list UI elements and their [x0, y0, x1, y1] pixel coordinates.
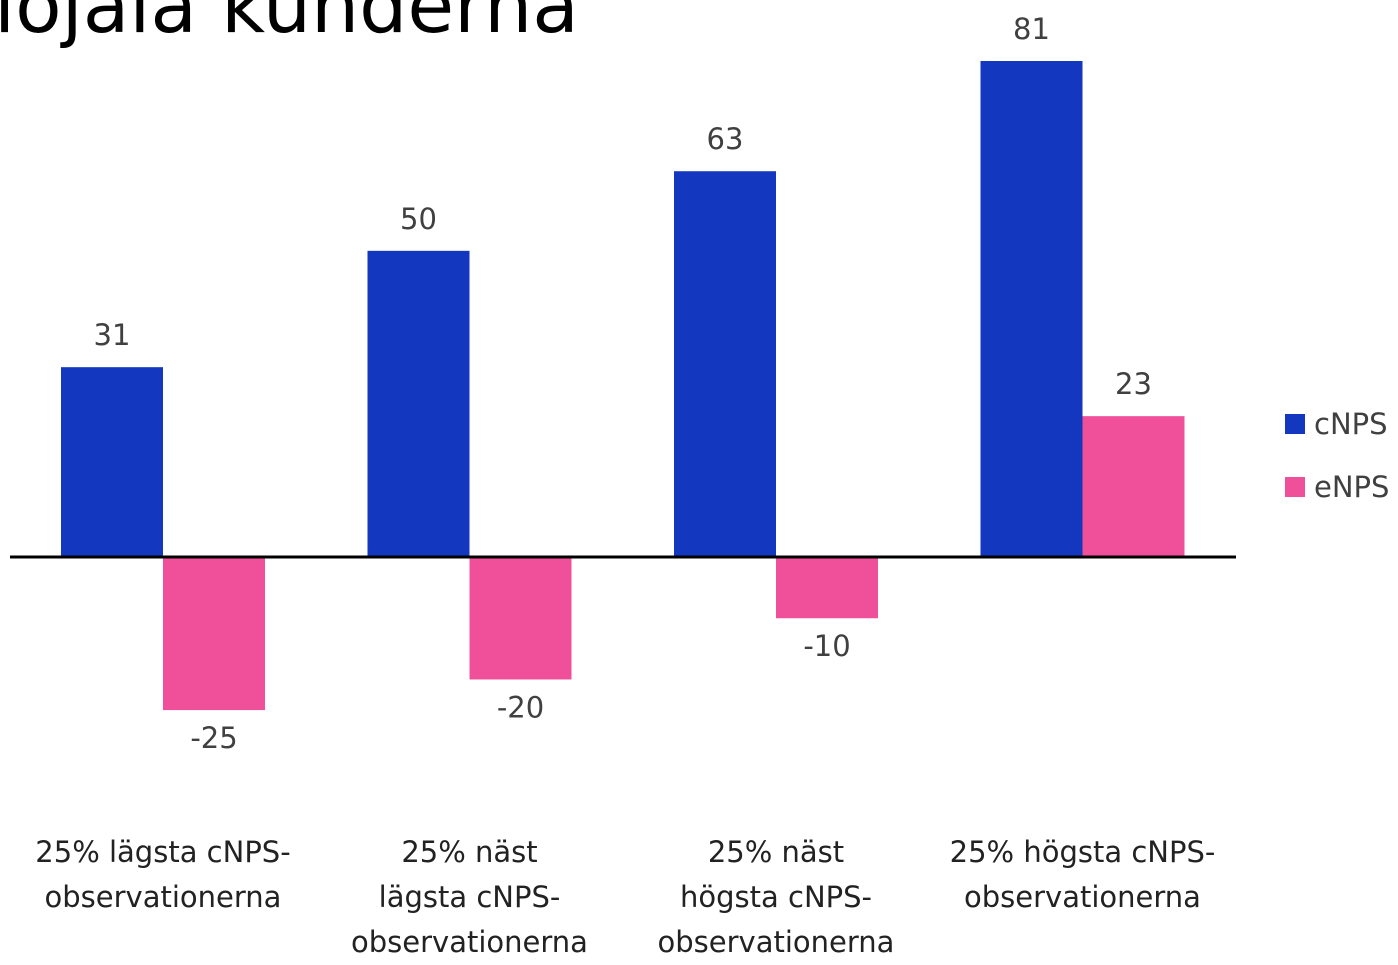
- value-label: 23: [1115, 367, 1152, 401]
- x-tick-label: 25% näst högsta cNPS- observationerna: [657, 835, 895, 959]
- x-tick-label: 25% lägsta cNPS- observationerna: [35, 835, 291, 914]
- bar: [163, 557, 265, 711]
- x-tick-label: 25% högsta cNPS- observationerna: [949, 835, 1216, 914]
- bar: [674, 171, 776, 557]
- value-label: 81: [1013, 12, 1050, 46]
- bar: [61, 367, 163, 557]
- value-label: -25: [190, 721, 237, 755]
- chart-title: lojala kunderna: [0, 0, 579, 50]
- bar: [469, 557, 572, 680]
- legend-label: eNPS: [1314, 470, 1389, 504]
- bar: [776, 557, 878, 619]
- legend-swatch: [1285, 477, 1305, 497]
- value-label: 50: [400, 202, 437, 236]
- bar: [1082, 416, 1185, 557]
- legend-label: cNPS: [1314, 407, 1388, 441]
- legend-swatch: [1285, 414, 1305, 434]
- value-label: -10: [803, 629, 850, 663]
- bar: [980, 61, 1083, 557]
- x-tick-label: 25% näst lägsta cNPS- observationerna: [351, 835, 588, 959]
- value-label: -20: [497, 690, 544, 724]
- value-label: 31: [94, 318, 131, 352]
- value-label: 63: [707, 122, 744, 156]
- bar: [367, 250, 470, 558]
